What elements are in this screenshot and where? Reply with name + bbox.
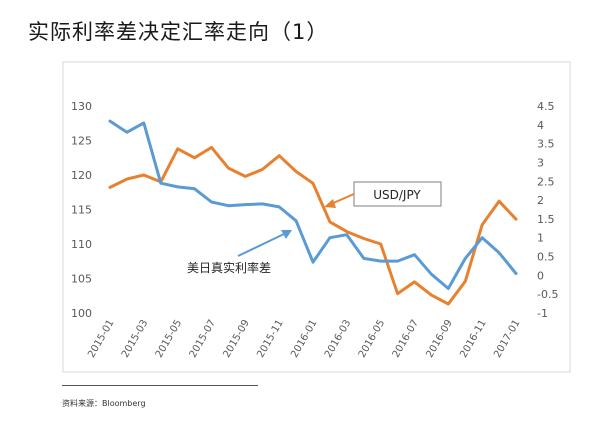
- usdjpy-series-line: [108, 145, 518, 306]
- rate-diff-arrow: [237, 233, 285, 257]
- left-axis-tick-label: 125: [71, 135, 92, 148]
- right-axis-tick-label: 2.5: [537, 175, 555, 188]
- left-axis-tick-label: 120: [71, 169, 92, 182]
- left-axis-tick-label: 110: [71, 238, 92, 251]
- source-divider: [62, 385, 258, 386]
- x-axis-tick-label: 2015-07: [188, 318, 218, 360]
- left-axis-tick-label: 130: [71, 100, 92, 113]
- rate-diff-label: 美日真实利率差: [187, 260, 271, 275]
- x-axis-tick-label: 2017-01: [492, 318, 522, 360]
- right-axis-tick-label: -1: [537, 307, 548, 320]
- right-axis-tick-label: 0.5: [537, 251, 555, 264]
- x-axis-tick-label: 2015-01: [86, 318, 116, 360]
- x-axis-tick-label: 2015-11: [255, 318, 285, 360]
- right-axis-tick-label: 4: [537, 119, 544, 132]
- right-axis-tick-label: -0.5: [537, 288, 558, 301]
- x-axis-tick-label: 2016-03: [323, 318, 353, 360]
- right-axis-tick-label: 0: [537, 269, 544, 282]
- usdjpy-callout-label: USD/JPY: [373, 188, 421, 202]
- right-axis-tick-label: 2: [537, 194, 544, 207]
- x-axis-tick-label: 2015-03: [120, 318, 150, 360]
- right-axis-tick-label: 1.5: [537, 213, 555, 226]
- right-axis-tick-label: 3.5: [537, 138, 555, 151]
- x-axis-tick-label: 2016-05: [357, 318, 387, 360]
- usdjpy-callout-box: [353, 181, 442, 207]
- right-axis-tick-label: 4.5: [537, 100, 555, 113]
- right-axis-tick-label: 3: [537, 156, 544, 169]
- usdjpy-callout-arrow: [330, 193, 355, 205]
- left-axis-tick-label: 105: [71, 273, 92, 286]
- left-axis-tick-label: 100: [71, 307, 92, 320]
- x-axis-tick-label: 2015-09: [222, 318, 252, 360]
- x-axis-tick-label: 2016-07: [391, 318, 421, 360]
- chart-frame: [62, 61, 571, 373]
- x-axis-tick-label: 2016-11: [458, 318, 488, 360]
- x-axis-tick-label: 2015-05: [154, 318, 184, 360]
- x-axis-tick-label: 2016-01: [289, 318, 319, 360]
- rate-diff-series-line: [108, 119, 518, 290]
- usdjpy-arrowhead: [324, 199, 336, 208]
- x-axis-tick-label: 2016-09: [425, 318, 455, 360]
- left-axis-tick-label: 115: [71, 204, 92, 217]
- source-note: 资料来源：Bloomberg: [62, 399, 146, 408]
- rate-diff-arrowhead: [281, 230, 292, 239]
- page-title: 实际利率差决定汇率走向（1）: [28, 20, 329, 44]
- right-axis-tick-label: 1: [537, 232, 544, 245]
